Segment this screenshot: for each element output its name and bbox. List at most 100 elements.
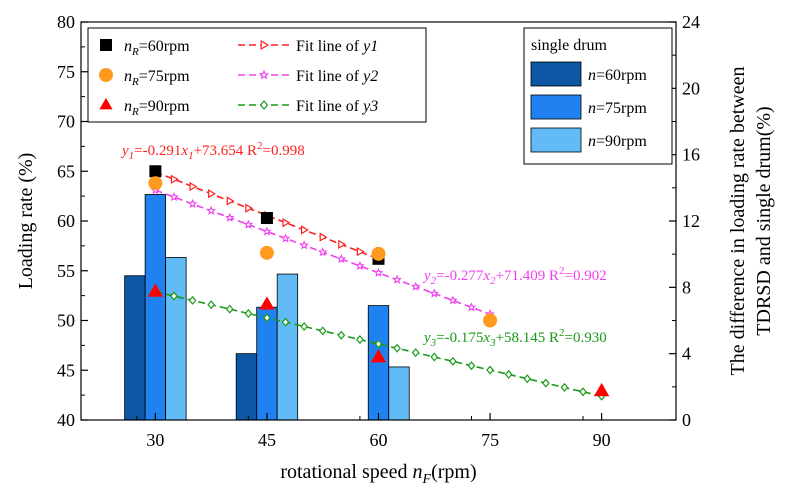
y-left-tick-label: 40 bbox=[57, 410, 75, 430]
y-right-tick-label: 12 bbox=[682, 211, 700, 231]
fit-marker-y1 bbox=[356, 246, 365, 257]
bar-75rpm-30 bbox=[144, 194, 167, 421]
eq-var: y bbox=[120, 143, 129, 159]
fit-marker-y1 bbox=[226, 196, 235, 206]
legend-fit-marker-y3 bbox=[259, 100, 269, 110]
fit-marker-y1 bbox=[319, 232, 328, 242]
legend-fit-var: y2 bbox=[361, 68, 378, 85]
fit-marker-y2 bbox=[169, 192, 179, 202]
fit-marker-y2 bbox=[410, 281, 421, 291]
fit-lines-layer bbox=[150, 167, 606, 401]
y-right-axis-title-line2: TDRSD and single drum(%) bbox=[753, 106, 775, 335]
fit-marker-y2 bbox=[243, 219, 254, 229]
fit-marker-y3 bbox=[486, 365, 494, 375]
x-tick-label: 30 bbox=[146, 430, 164, 450]
bar-legend-swatch-90rpm bbox=[530, 127, 582, 153]
eq-xsub: 2 bbox=[490, 275, 496, 287]
fit-marker-y3 bbox=[560, 382, 569, 392]
equation-annotations: y1=-0.291x1+73.654 R2=0.998y2=-0.277x2+7… bbox=[120, 140, 607, 349]
fit-marker-y2 bbox=[336, 254, 347, 264]
x-axis-title-var: n bbox=[413, 461, 423, 483]
eq-x: x bbox=[482, 268, 490, 284]
fit-marker-y3 bbox=[244, 308, 253, 318]
y-right-tick-label: 20 bbox=[682, 78, 700, 98]
axes-layer: 30 45 60 75 9040455055606570758004812162024r… bbox=[15, 12, 775, 487]
legend-rest: =75rpm bbox=[139, 68, 190, 85]
eq-pow: 2 bbox=[559, 265, 565, 277]
fit-marker-y1 bbox=[189, 181, 198, 192]
y-left-tick-label: 65 bbox=[57, 161, 75, 181]
bar-90rpm-60 bbox=[388, 366, 410, 421]
main-legend-box bbox=[87, 27, 427, 123]
fit-marker-y2 bbox=[299, 240, 309, 250]
legend-var: n bbox=[124, 98, 132, 115]
fit-marker-y2 bbox=[262, 226, 272, 236]
bar-90rpm-45 bbox=[276, 273, 299, 421]
point-circle-45 bbox=[259, 245, 274, 260]
fit-marker-y3 bbox=[374, 339, 383, 349]
fit-marker-y3 bbox=[281, 317, 290, 327]
y-right-tick-label: 4 bbox=[682, 344, 691, 364]
eq-mid: =-0.175 bbox=[436, 330, 483, 346]
bar-legend-rest: =60rpm bbox=[596, 67, 647, 84]
legend-sub: R bbox=[131, 46, 139, 58]
eq-tail: +71.409 R bbox=[496, 268, 559, 284]
legend-fit-label-y2: Fit line of y2 bbox=[296, 68, 378, 85]
eq-var: y bbox=[422, 268, 431, 284]
bar-legend-label-60rpm: n=60rpm bbox=[588, 67, 647, 84]
legend-rest: =60rpm bbox=[139, 38, 190, 55]
bars-layer bbox=[124, 194, 410, 421]
eq-r2: =0.998 bbox=[263, 143, 305, 159]
legend-label-square: nR=60rpm bbox=[124, 38, 190, 58]
bar-60rpm-45 bbox=[235, 353, 258, 421]
fit-marker-y3 bbox=[393, 343, 401, 353]
point-triangle-60 bbox=[370, 349, 387, 363]
point-triangle-90 bbox=[593, 382, 610, 397]
x-tick-label: 90 bbox=[593, 430, 611, 450]
fit-marker-y3 bbox=[504, 369, 513, 379]
eq-pow: 2 bbox=[257, 140, 263, 152]
bar-90rpm-30 bbox=[165, 257, 187, 421]
x-tick-label: 60 bbox=[370, 430, 388, 450]
legend-fit-marker-y1 bbox=[260, 39, 270, 51]
eq-mid: =-0.277 bbox=[436, 268, 484, 284]
fit-marker-y1 bbox=[245, 203, 254, 213]
eq-x: x bbox=[180, 143, 188, 159]
fit-marker-y3 bbox=[467, 361, 476, 371]
legend-fit-var: y1 bbox=[361, 38, 378, 55]
fit-marker-y3 bbox=[411, 348, 420, 358]
legend-fit-prefix: Fit line of bbox=[296, 68, 363, 85]
fit-marker-y3 bbox=[188, 295, 197, 305]
bar-legend-rest: =75rpm bbox=[596, 100, 647, 117]
y-left-tick-label: 70 bbox=[57, 112, 75, 132]
bar-legend-var: n bbox=[588, 67, 596, 84]
legend-fit-var: y3 bbox=[361, 98, 378, 115]
x-axis-title-sub: F bbox=[422, 472, 432, 487]
legend-label-circle: nR=75rpm bbox=[124, 68, 190, 88]
bar-legend-swatch-60rpm bbox=[530, 61, 582, 87]
fit-marker-y1 bbox=[170, 174, 179, 184]
x-tick-label: 75 bbox=[481, 430, 499, 450]
legend-fit-prefix: Fit line of bbox=[296, 98, 363, 115]
equation-y1: y1=-0.291x1+73.654 R2=0.998 bbox=[120, 140, 305, 162]
legend-fit-marker-y2 bbox=[258, 69, 270, 80]
eq-pow: 2 bbox=[559, 327, 565, 339]
bar-75rpm-60 bbox=[367, 305, 390, 421]
eq-var: y bbox=[422, 330, 431, 346]
eq-tail: +73.654 R bbox=[194, 143, 257, 159]
x-axis-title: rotational speed nF(rpm) bbox=[280, 461, 476, 487]
point-square-30 bbox=[149, 165, 162, 178]
fit-marker-y2 bbox=[224, 212, 235, 222]
legend-sub: R bbox=[131, 106, 139, 118]
bar-legend-swatch-75rpm bbox=[530, 94, 582, 120]
eq-r2: =0.902 bbox=[565, 268, 607, 284]
eq-xsub: 3 bbox=[489, 337, 496, 349]
legend-var: n bbox=[124, 68, 132, 85]
fit-marker-y3 bbox=[300, 321, 308, 332]
fit-marker-y2 bbox=[392, 274, 402, 284]
point-triangle-30 bbox=[147, 283, 164, 297]
equation-y3: y3=-0.175x3+58.145 R2=0.930 bbox=[422, 327, 607, 349]
fit-marker-y3 bbox=[225, 304, 234, 314]
legend-marker-square bbox=[100, 39, 112, 51]
bar-legend-label-90rpm: n=90rpm bbox=[588, 133, 647, 150]
